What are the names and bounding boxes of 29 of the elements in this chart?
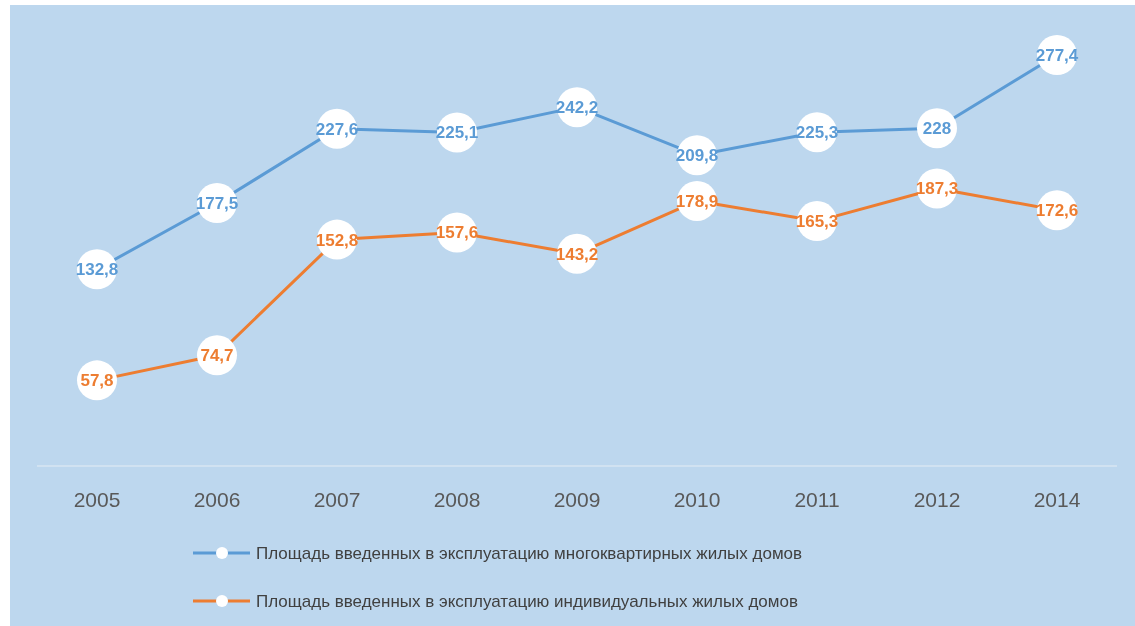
- data-label: 178,9: [675, 191, 719, 211]
- data-label: 225,3: [795, 123, 839, 143]
- x-tick-label: 2009: [553, 488, 601, 511]
- data-label: 152,8: [315, 230, 359, 250]
- data-label: 242,2: [555, 98, 599, 118]
- data-label: 187,3: [915, 179, 959, 199]
- data-label: 209,8: [675, 146, 719, 166]
- data-label: 225,1: [435, 123, 479, 143]
- data-label: 157,6: [435, 223, 479, 243]
- data-label: 165,3: [795, 212, 839, 232]
- x-tick-label: 2005: [73, 488, 121, 511]
- x-tick-label: 2014: [1033, 488, 1081, 511]
- data-label: 277,4: [1035, 45, 1079, 65]
- data-label: 172,6: [1035, 201, 1079, 221]
- data-label: 74,7: [200, 346, 234, 366]
- x-tick-label: 2007: [313, 488, 361, 511]
- data-label: 143,2: [555, 244, 599, 264]
- data-label: 228: [922, 119, 952, 139]
- legend-label: Площадь введенных в эксплуатацию индивидуальных жилых домов: [256, 591, 798, 611]
- data-label: 132,8: [75, 260, 119, 280]
- legend-label: Площадь введенных в эксплуатацию многоквартирных жилых домов: [256, 543, 803, 563]
- data-label: 227,6: [315, 119, 359, 139]
- x-tick-label: 2011: [794, 488, 840, 511]
- data-label: 57,8: [80, 371, 114, 391]
- data-label: 177,5: [195, 193, 239, 213]
- x-tick-label: 2008: [433, 488, 481, 511]
- x-tick-label: 2006: [193, 488, 241, 511]
- x-tick-label: 2010: [673, 488, 721, 511]
- x-tick-label: 2012: [913, 488, 961, 511]
